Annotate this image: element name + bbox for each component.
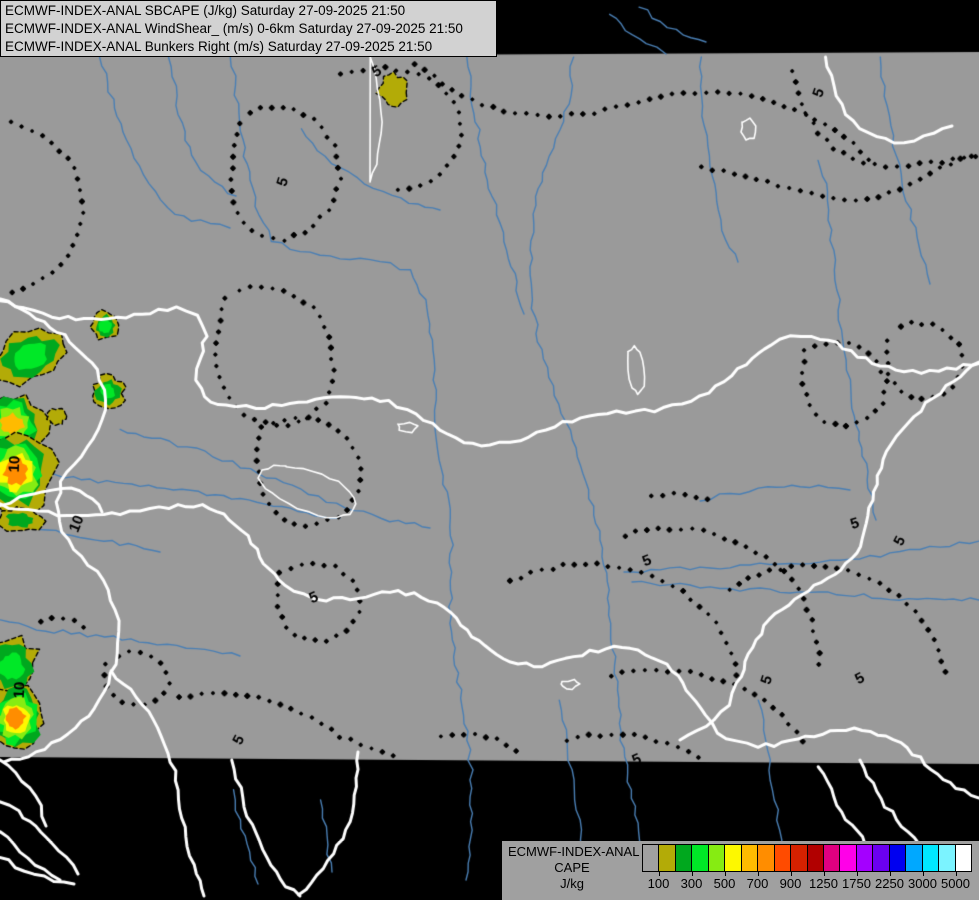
colorbar-tick-mark-9	[955, 872, 957, 876]
colorbar-tick-mark-6	[856, 872, 858, 876]
legend-model-label: ECMWF-INDEX-ANAL	[508, 844, 640, 859]
colorbar-tick-label-9: 5000	[941, 876, 970, 891]
header-line-sbcape: ECMWF-INDEX-ANAL SBCAPE (J/kg) Saturday …	[5, 3, 406, 18]
legend-unit-label: J/kg	[560, 876, 584, 891]
colorbar-tick-label-8: 3000	[908, 876, 937, 891]
colorbar-tick-label-7: 2250	[875, 876, 904, 891]
colorbar-cell-16	[906, 845, 923, 871]
colorbar-cell-9	[791, 845, 808, 871]
map-header-panel: ECMWF-INDEX-ANAL SBCAPE (J/kg) Saturday …	[0, 0, 497, 57]
colorbar-tick-mark-0	[658, 872, 660, 876]
colorbar-tick-label-5: 1250	[809, 876, 838, 891]
colorbar-cell-0	[643, 845, 660, 871]
colorbar-cell-1	[659, 845, 676, 871]
colorbar-tick-mark-3	[757, 872, 759, 876]
colorbar-cell-8	[774, 845, 792, 871]
colorbar-tick-mark-7	[889, 872, 891, 876]
colorbar-tick-label-0: 100	[647, 876, 670, 891]
cape-colorbar[interactable]	[642, 844, 972, 872]
cape-legend-panel: ECMWF-INDEX-ANAL CAPE J/kg 100 300 500 700 9…	[502, 841, 979, 900]
legend-parameter-label: CAPE	[554, 860, 590, 875]
colorbar-tick-label-4: 900	[779, 876, 802, 891]
colorbar-tick-mark-2	[724, 872, 726, 876]
colorbar-tick-mark-8	[922, 872, 924, 876]
colorbar-cell-18	[939, 845, 956, 871]
colorbar-cell-14	[873, 845, 890, 871]
colorbar-cell-11	[823, 845, 841, 871]
colorbar-tick-label-1: 300	[680, 876, 703, 891]
colorbar-cell-10	[807, 845, 824, 871]
colorbar-cell-2	[675, 845, 693, 871]
colorbar-cell-5	[725, 845, 742, 871]
legend-caption: ECMWF-INDEX-ANAL CAPE J/kg	[508, 844, 640, 892]
colorbar-cell-12	[840, 845, 857, 871]
colorbar-tick-mark-1	[691, 872, 693, 876]
header-line-windshear: ECMWF-INDEX-ANAL WindShear_ (m/s) 0-6km …	[5, 21, 463, 36]
colorbar-cell-7	[758, 845, 775, 871]
cape-colorbar-ticks: 100 300 500 700 900 1250 1750 2250 3000 5000	[642, 872, 972, 896]
colorbar-cell-4	[708, 845, 726, 871]
colorbar-tick-label-6: 1750	[842, 876, 871, 891]
header-line-bunkers-right: ECMWF-INDEX-ANAL Bunkers Right (m/s) Sat…	[5, 39, 433, 54]
colorbar-cell-19	[955, 845, 972, 871]
colorbar-cell-15	[889, 845, 907, 871]
colorbar-cell-6	[741, 845, 759, 871]
colorbar-cell-13	[856, 845, 874, 871]
colorbar-tick-mark-4	[790, 872, 792, 876]
colorbar-tick-label-3: 700	[746, 876, 769, 891]
colorbar-tick-label-2: 500	[713, 876, 736, 891]
colorbar-cell-3	[692, 845, 709, 871]
colorbar-cell-17	[922, 845, 940, 871]
colorbar-tick-mark-5	[823, 872, 825, 876]
